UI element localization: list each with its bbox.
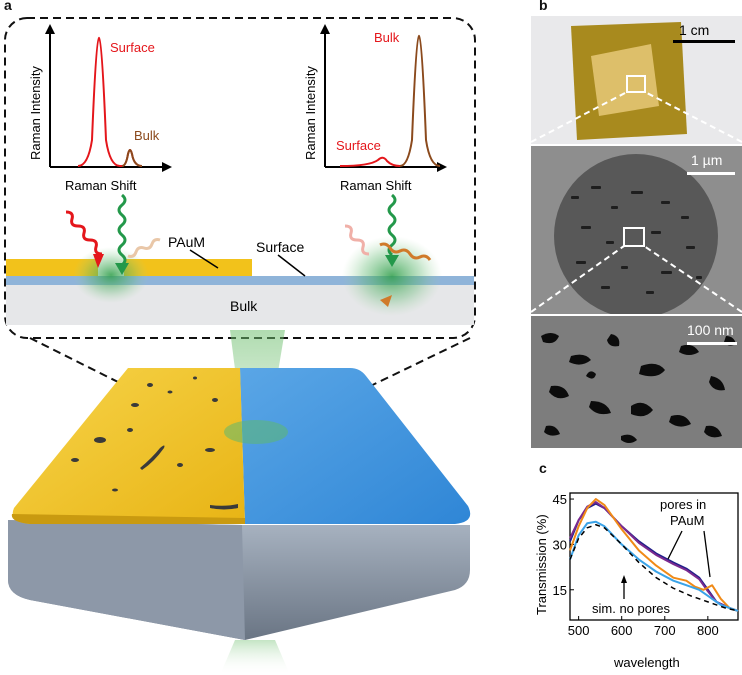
chart-ylabel: Transmission (%) xyxy=(534,514,549,615)
panel-label-a: a xyxy=(4,0,12,13)
scale-bar-1um xyxy=(687,172,735,175)
transmission-chart: 500 600 700 800 15 30 45 Transmission (%) wave… xyxy=(534,492,739,670)
series-line-5 xyxy=(569,524,739,612)
sem-image-medium: 1 µm xyxy=(531,146,742,314)
left-spectrum-bulk-label: Bulk xyxy=(134,128,160,143)
right-raman-spectrum: Raman Intensity Raman Shift Bulk Surface xyxy=(303,24,447,193)
chart-xlabel: wavelength xyxy=(613,655,680,670)
series-line-2 xyxy=(569,501,739,612)
x-tick-label: 800 xyxy=(697,623,719,638)
y-tick-label: 45 xyxy=(553,492,567,507)
right-spectrum-surface-label: Surface xyxy=(336,138,381,153)
scale-label-1um: 1 µm xyxy=(691,152,723,168)
cross-section: PAuM Surface Bulk xyxy=(6,193,474,325)
right-spectrum-x-label: Raman Shift xyxy=(340,178,412,193)
series-line-4 xyxy=(569,520,739,612)
y-tick-label: 30 xyxy=(553,537,567,552)
left-spectrum-x-label: Raman Shift xyxy=(65,178,137,193)
left-raman-spectrum: Raman Intensity Raman Shift Surface Bulk xyxy=(28,24,172,193)
series-line-1 xyxy=(569,502,739,612)
pauam-label: PAuM xyxy=(168,234,205,250)
left-spectrum-surface-label: Surface xyxy=(110,40,155,55)
surface-label: Surface xyxy=(256,239,304,255)
x-tick-label: 500 xyxy=(568,623,590,638)
scale-bar-1cm xyxy=(673,40,735,43)
sample-slab-3d xyxy=(8,368,471,640)
y-tick-label: 15 xyxy=(553,583,567,598)
panel-label-c: c xyxy=(539,460,547,476)
annotation-sim-no-pores: sim. no pores xyxy=(592,601,671,616)
sem-image-high: 100 nm xyxy=(531,316,742,448)
right-spectrum-y-label: Raman Intensity xyxy=(303,66,318,160)
scale-bar-100nm xyxy=(687,342,737,345)
x-tick-label: 600 xyxy=(611,623,633,638)
panel-label-b: b xyxy=(539,0,548,13)
annotation-pores-line2: PAuM xyxy=(670,513,704,528)
series-line-3 xyxy=(569,498,739,612)
x-tick-label: 700 xyxy=(654,623,676,638)
chart-frame xyxy=(569,492,739,621)
schematic-panel: Raman Intensity Raman Shift Surface Bulk… xyxy=(4,17,476,675)
bulk-label: Bulk xyxy=(230,298,258,314)
sample-photo: 1 cm xyxy=(531,16,742,144)
left-spectrum-y-label: Raman Intensity xyxy=(28,66,43,160)
right-spectrum-bulk-label: Bulk xyxy=(374,30,400,45)
scale-label-1cm: 1 cm xyxy=(679,22,710,38)
annotation-pores-line1: pores in xyxy=(660,497,706,512)
scale-label-100nm: 100 nm xyxy=(687,322,734,338)
